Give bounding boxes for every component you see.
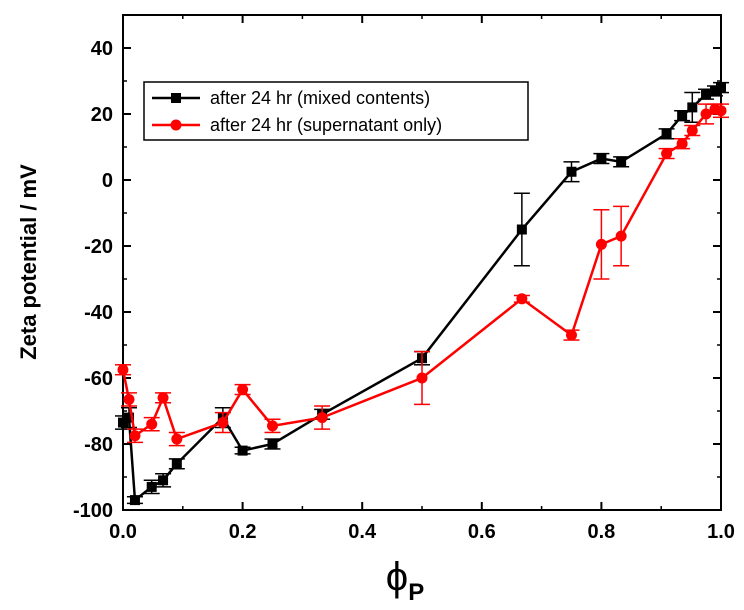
data-point: [123, 393, 135, 405]
data-point: [171, 433, 183, 445]
data-point: [700, 108, 712, 120]
x-axis-title-symbol: ϕ: [386, 555, 408, 599]
data-point: [516, 293, 528, 305]
data-point: [217, 417, 229, 429]
data-point: [596, 153, 607, 164]
data-point: [676, 138, 688, 150]
data-point: [595, 238, 607, 250]
data-point: [701, 89, 712, 100]
x-tick-label: 0.2: [229, 521, 257, 543]
legend: after 24 hr (mixed contents) after 24 hr …: [143, 81, 529, 141]
data-point: [158, 475, 169, 486]
y-tick-label: 0: [102, 170, 113, 192]
data-point: [171, 458, 182, 469]
data-point: [686, 125, 698, 136]
data-point: [267, 439, 278, 449]
legend-box: [143, 81, 529, 141]
data-point: [129, 495, 140, 506]
data-point: [616, 156, 627, 167]
x-axis-title-subscript: P: [408, 579, 424, 606]
x-tick-label: 0.6: [468, 521, 496, 543]
legend-swatch-marker: [170, 119, 182, 131]
legend-entry: after 24 hr (mixed contents): [152, 88, 430, 108]
series-mixed-contents: [115, 81, 729, 506]
y-tick-label: 20: [91, 104, 113, 126]
legend-label: after 24 hr (supernatant only): [210, 115, 442, 135]
legend-swatch-marker: [171, 93, 181, 103]
y-tick-label: -80: [84, 434, 113, 456]
x-tick-label: 1.0: [707, 521, 735, 543]
data-point: [687, 102, 698, 113]
legend-entry: after 24 hr (supernatant only): [152, 115, 442, 135]
data-point: [677, 110, 688, 121]
x-tick-label: 0.8: [587, 521, 615, 543]
data-point: [237, 384, 249, 396]
series-layer: [115, 81, 729, 506]
data-point: [316, 412, 328, 424]
data-point: [716, 82, 726, 93]
x-tick-label: 0.4: [348, 521, 377, 543]
legend-entries: after 24 hr (mixed contents) after 24 hr …: [152, 88, 442, 135]
data-point: [267, 420, 278, 432]
data-point: [157, 392, 169, 404]
y-axis-title: Zeta potential / mV: [16, 164, 41, 360]
y-tick-label: -40: [84, 302, 113, 324]
series-line: [122, 86, 722, 503]
data-point: [237, 445, 248, 456]
data-point: [566, 329, 577, 341]
y-tick-label: 40: [91, 38, 113, 60]
series-supernatant-only: [115, 103, 729, 447]
data-point: [117, 364, 129, 376]
axis-ticks: 0.0 0.2 0.4 0.6 0.8 1.0 -100 -80 -60 -40 -20 0 20 40: [73, 14, 735, 543]
y-tick-label: -100: [73, 500, 113, 522]
data-point: [146, 418, 158, 430]
data-point: [118, 417, 128, 428]
data-point: [615, 230, 627, 242]
y-tick-label: -60: [84, 368, 113, 390]
data-point: [129, 430, 141, 442]
data-point: [123, 412, 134, 423]
y-tick-label: -20: [84, 236, 113, 258]
data-point: [146, 481, 157, 492]
data-point: [661, 148, 673, 160]
x-tick-label: 0.0: [109, 521, 137, 543]
data-point: [715, 105, 727, 117]
data-point: [661, 128, 672, 139]
data-point: [566, 166, 577, 177]
data-point: [710, 85, 721, 96]
legend-label: after 24 hr (mixed contents): [210, 88, 430, 108]
data-point: [416, 372, 428, 384]
data-point: [516, 224, 527, 235]
x-axis-title: ϕP: [386, 555, 424, 606]
